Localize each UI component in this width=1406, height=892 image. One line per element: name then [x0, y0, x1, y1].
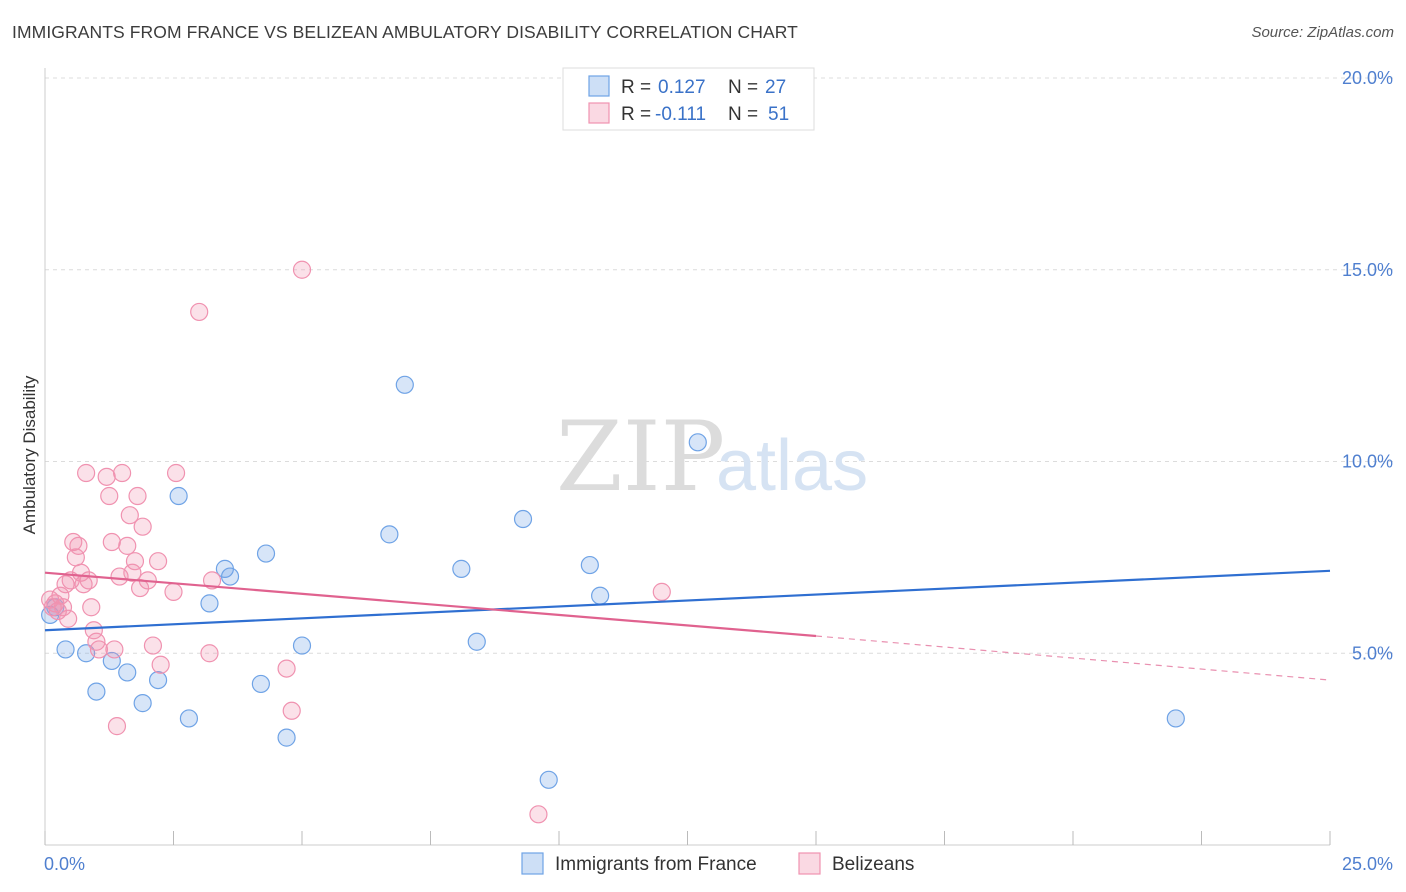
- chart-title: IMMIGRANTS FROM FRANCE VS BELIZEAN AMBUL…: [12, 22, 798, 42]
- point-belizeans: [166, 463, 186, 483]
- point-belizeans: [151, 655, 170, 674]
- trend-line-belizeans: [44, 571, 817, 638]
- point-belizeans: [97, 467, 116, 486]
- x-tick-label: 0.0%: [44, 854, 85, 874]
- point-belizeans: [202, 571, 222, 590]
- point-immigrants-from-france: [87, 682, 106, 701]
- point-immigrants-from-france: [56, 640, 75, 659]
- watermark-atlas: atlas: [716, 426, 868, 506]
- point-immigrants-from-france: [179, 709, 199, 728]
- point-immigrants-from-france: [277, 728, 296, 747]
- legend-swatch-belizeans: [588, 102, 610, 124]
- legend-bottom-label-belizeans: Belizeans: [832, 854, 914, 875]
- point-immigrants-from-france: [292, 636, 312, 655]
- trend-line-belizeans-extension: [815, 635, 1331, 681]
- point-immigrants-from-france: [380, 525, 399, 544]
- point-belizeans: [143, 636, 163, 655]
- legend-bottom-swatch-france: [521, 852, 544, 875]
- point-immigrants-from-france: [580, 555, 599, 575]
- data-points: [41, 260, 1185, 824]
- point-belizeans: [190, 302, 209, 322]
- legend-r-value: -0.111: [655, 104, 706, 125]
- point-immigrants-from-france: [220, 567, 240, 586]
- point-belizeans: [164, 582, 183, 601]
- point-immigrants-from-france: [256, 544, 276, 563]
- point-belizeans: [112, 463, 132, 483]
- point-immigrants-from-france: [395, 375, 414, 394]
- x-tick-labels: 0.0% 25.0%: [44, 854, 1393, 874]
- trend-lines: [44, 569, 1331, 681]
- y-tick-label: 10.0%: [1342, 452, 1393, 472]
- point-immigrants-from-france: [688, 433, 707, 452]
- point-belizeans: [51, 586, 70, 605]
- watermark-zip: ZIP: [556, 401, 725, 513]
- point-immigrants-from-france: [251, 674, 270, 694]
- point-belizeans: [59, 609, 78, 628]
- point-belizeans: [529, 805, 548, 824]
- point-immigrants-from-france: [452, 559, 471, 578]
- y-tick-label: 15.0%: [1342, 260, 1393, 280]
- legend-bottom-label-france: Immigrants from France: [555, 854, 757, 875]
- point-belizeans: [79, 571, 98, 590]
- point-immigrants-from-france: [102, 651, 121, 671]
- point-belizeans: [69, 536, 88, 555]
- point-immigrants-from-france: [133, 694, 152, 713]
- point-belizeans: [200, 644, 219, 663]
- legend-n-label: N =: [728, 104, 758, 125]
- x-tick-label: 25.0%: [1342, 854, 1393, 874]
- point-immigrants-from-france: [539, 770, 558, 789]
- legend-bottom: Immigrants from France Belizeans: [521, 852, 914, 875]
- legend-r-label: R =: [621, 77, 651, 98]
- point-belizeans: [133, 517, 152, 536]
- point-immigrants-from-france: [118, 663, 137, 682]
- point-immigrants-from-france: [467, 632, 486, 651]
- point-belizeans: [53, 598, 73, 617]
- source-label: Source: ZipAtlas.com: [1251, 24, 1394, 41]
- point-immigrants-from-france: [169, 486, 188, 506]
- point-belizeans: [120, 506, 139, 525]
- grid-lines: [45, 77, 1395, 654]
- legend-top-frame: [562, 67, 815, 131]
- point-immigrants-from-france: [200, 594, 219, 613]
- legend-r-label: R =: [621, 104, 651, 125]
- point-belizeans: [77, 463, 96, 483]
- legend-top: R = 0.127 N = 27 R = -0.111 N = 51: [562, 67, 815, 131]
- point-belizeans: [102, 532, 121, 552]
- point-belizeans: [123, 563, 142, 582]
- legend-n-value: 51: [768, 104, 789, 125]
- point-belizeans: [282, 701, 301, 720]
- point-belizeans: [148, 552, 168, 571]
- point-belizeans: [100, 486, 119, 506]
- legend-swatch-france: [588, 75, 610, 97]
- legend-r-value: 0.127: [658, 77, 706, 98]
- legend-bottom-swatch-belizeans: [798, 852, 821, 875]
- y-axis-title: Ambulatory Disability: [20, 375, 39, 534]
- point-belizeans: [105, 640, 124, 659]
- y-tick-label: 5.0%: [1352, 643, 1393, 663]
- point-belizeans: [125, 552, 145, 571]
- point-belizeans: [82, 598, 101, 617]
- point-belizeans: [652, 582, 671, 601]
- point-belizeans: [84, 621, 103, 640]
- axes: [44, 68, 1331, 846]
- trend-line-france: [44, 569, 1331, 632]
- point-belizeans: [107, 717, 127, 736]
- legend-n-label: N =: [728, 77, 758, 98]
- y-tick-labels: 5.0% 10.0% 15.0% 20.0%: [1342, 68, 1393, 663]
- point-immigrants-from-france: [591, 586, 610, 605]
- point-belizeans: [292, 260, 312, 279]
- y-tick-label: 20.0%: [1342, 68, 1393, 88]
- point-belizeans: [89, 640, 109, 659]
- point-immigrants-from-france: [513, 509, 533, 529]
- point-immigrants-from-france: [1166, 709, 1185, 728]
- legend-n-value: 27: [765, 77, 786, 98]
- point-belizeans: [118, 536, 137, 555]
- point-immigrants-from-france: [148, 670, 168, 690]
- point-belizeans: [128, 486, 147, 506]
- point-belizeans: [277, 659, 296, 678]
